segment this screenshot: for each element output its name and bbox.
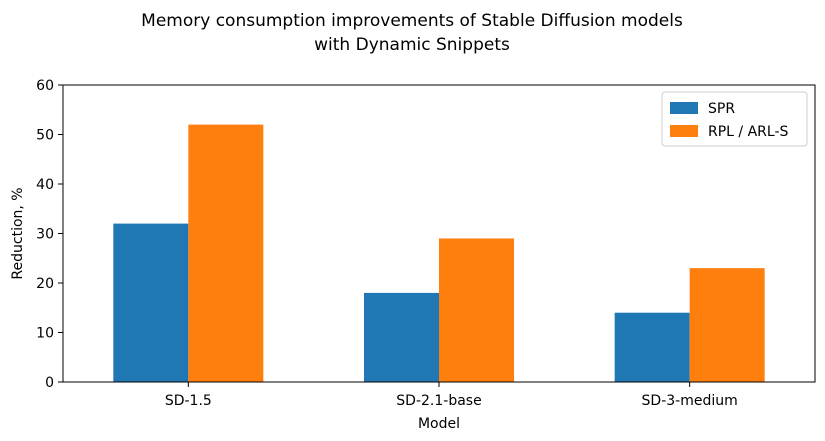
- x-axis-ticks: SD-1.5 SD-2.1-base SD-3-medium: [165, 382, 738, 409]
- legend-label: RPL / ARL-S: [708, 124, 788, 140]
- legend-label: SPR: [708, 101, 735, 117]
- x-tick-label: SD-3-medium: [642, 393, 738, 409]
- legend-swatch: [670, 125, 698, 137]
- y-tick-label: 20: [36, 276, 54, 292]
- bar-spr-sd-3-medium: [614, 312, 690, 382]
- bar-spr-sd-1-5: [113, 223, 189, 382]
- bar-rpl-arl-s-sd-3-medium: [689, 268, 765, 382]
- x-axis-label: Model: [418, 416, 460, 432]
- bar-spr-sd-2-1-base: [364, 292, 439, 382]
- y-tick-label: 40: [36, 177, 54, 193]
- y-axis-label: Reduction, %: [10, 187, 26, 279]
- y-axis-ticks: 0 10 20 30 40 50 60: [36, 78, 63, 391]
- legend-swatch: [670, 102, 698, 114]
- y-tick-label: 60: [36, 78, 54, 94]
- bar-rpl-arl-s-sd-2-1-base: [439, 238, 514, 382]
- bars-group: [113, 124, 765, 382]
- legend: SPR RPL / ARL-S: [661, 91, 808, 147]
- x-tick-label: SD-2.1-base: [396, 393, 481, 409]
- chart-title: Memory consumption improvements of Stabl…: [141, 11, 683, 31]
- y-tick-label: 30: [36, 227, 54, 243]
- y-tick-label: 10: [36, 326, 54, 342]
- y-tick-label: 0: [45, 375, 54, 391]
- y-tick-label: 50: [36, 128, 54, 144]
- chart-subtitle: with Dynamic Snippets: [314, 35, 510, 55]
- plot-frame: [62, 84, 816, 383]
- bar-rpl-arl-s-sd-1-5: [188, 124, 264, 382]
- x-tick-label: SD-1.5: [165, 393, 212, 409]
- legend-box: [661, 91, 808, 147]
